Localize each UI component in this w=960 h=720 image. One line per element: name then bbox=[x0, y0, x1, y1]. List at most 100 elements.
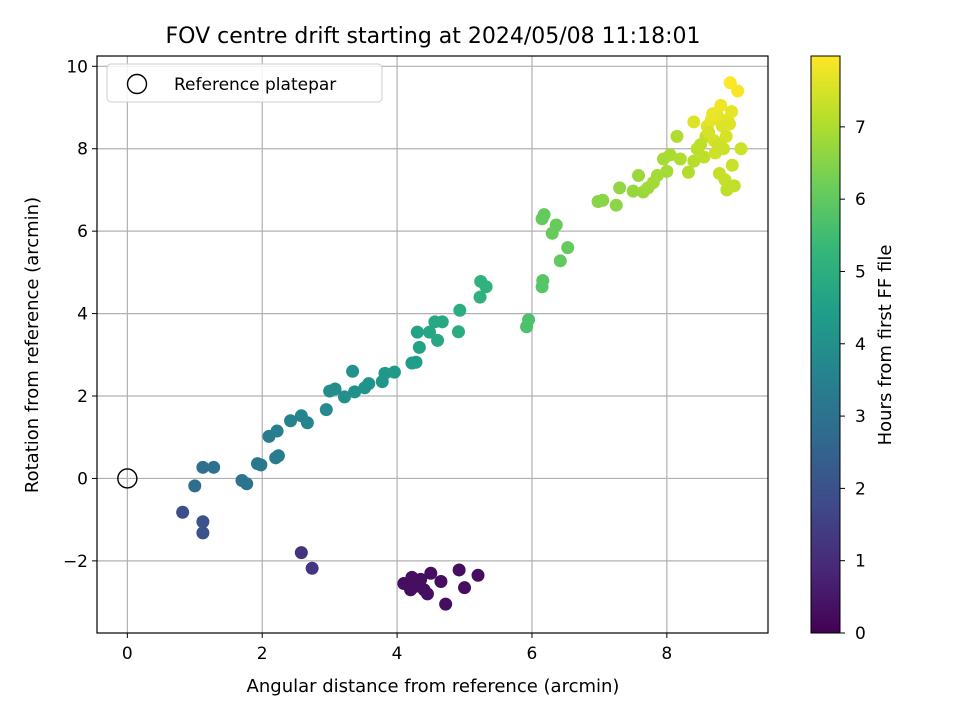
data-point bbox=[687, 154, 701, 168]
legend: Reference platepar bbox=[106, 63, 383, 103]
data-point bbox=[387, 365, 401, 379]
data-point bbox=[632, 169, 646, 183]
data-point bbox=[561, 241, 575, 255]
reference-marker bbox=[117, 468, 138, 489]
legend-marker bbox=[126, 73, 148, 95]
data-point bbox=[305, 561, 319, 575]
y-axis-ticks: −2 0 2 4 6 8 10 bbox=[63, 57, 97, 572]
data-point bbox=[196, 460, 210, 474]
data-point bbox=[663, 148, 677, 162]
data-point bbox=[196, 526, 210, 540]
data-point bbox=[626, 184, 640, 198]
data-point bbox=[176, 505, 190, 519]
data-point bbox=[271, 449, 285, 463]
data-point bbox=[673, 152, 687, 166]
data-point bbox=[727, 179, 741, 193]
data-point bbox=[362, 377, 376, 391]
data-point bbox=[687, 115, 701, 129]
data-point bbox=[471, 568, 485, 582]
data-point bbox=[553, 254, 567, 268]
colorbar-tick-label: 1 bbox=[855, 552, 866, 572]
legend-entry: Reference platepar bbox=[174, 75, 336, 95]
data-point bbox=[270, 424, 284, 438]
y-tick-label: 4 bbox=[77, 305, 88, 325]
colorbar-tick-label: 0 bbox=[855, 624, 866, 644]
data-points bbox=[176, 76, 748, 611]
data-point bbox=[328, 382, 342, 396]
y-tick-label: 0 bbox=[77, 469, 88, 489]
data-point bbox=[346, 364, 360, 378]
y-tick-label: 10 bbox=[66, 57, 88, 77]
x-tick-label: 2 bbox=[257, 644, 268, 664]
y-tick-label: 6 bbox=[77, 222, 88, 242]
data-point bbox=[537, 208, 551, 222]
data-point bbox=[670, 129, 684, 143]
data-point bbox=[196, 515, 210, 529]
data-point bbox=[188, 479, 202, 493]
y-tick-label: −2 bbox=[63, 552, 88, 572]
data-point bbox=[424, 566, 438, 580]
y-tick-label: 2 bbox=[77, 387, 88, 407]
data-point bbox=[706, 107, 720, 121]
data-point bbox=[294, 546, 308, 560]
data-point bbox=[613, 181, 627, 195]
data-point bbox=[434, 574, 448, 588]
data-point bbox=[453, 303, 467, 317]
y-tick-label: 8 bbox=[77, 140, 88, 160]
data-point bbox=[479, 280, 493, 294]
data-point bbox=[410, 574, 424, 588]
data-point bbox=[348, 385, 362, 399]
colorbar-tick-label: 6 bbox=[855, 190, 866, 210]
grid-lines bbox=[97, 56, 768, 633]
data-point bbox=[240, 477, 254, 491]
x-axis-ticks: 0 2 4 6 8 bbox=[122, 633, 672, 664]
data-point bbox=[458, 581, 472, 595]
data-point bbox=[422, 325, 436, 339]
data-point bbox=[536, 274, 550, 288]
data-point bbox=[300, 416, 314, 430]
colorbar-ticks: 0 1 2 3 4 5 6 7 bbox=[840, 118, 866, 644]
data-point bbox=[284, 414, 298, 428]
data-point bbox=[378, 366, 392, 380]
data-point bbox=[439, 597, 453, 611]
data-point bbox=[714, 98, 728, 112]
x-tick-label: 0 bbox=[122, 644, 133, 664]
data-point bbox=[725, 105, 739, 119]
legend-box bbox=[106, 63, 383, 103]
data-point bbox=[660, 164, 674, 178]
data-point bbox=[420, 587, 434, 601]
colorbar-tick-label: 4 bbox=[855, 335, 866, 355]
reference-point bbox=[117, 468, 138, 489]
colorbar-tick-label: 3 bbox=[855, 407, 866, 427]
data-point bbox=[522, 313, 536, 327]
data-point bbox=[207, 460, 221, 474]
data-point bbox=[319, 403, 333, 417]
data-point bbox=[452, 563, 466, 577]
data-point bbox=[723, 117, 737, 131]
data-point bbox=[435, 315, 449, 329]
data-point bbox=[731, 84, 745, 98]
data-point bbox=[410, 325, 424, 339]
data-point bbox=[409, 355, 423, 369]
data-point bbox=[337, 390, 351, 404]
data-point bbox=[725, 158, 739, 172]
plot-frame bbox=[96, 55, 769, 634]
x-axis-label: Angular distance from reference (arcmin) bbox=[247, 676, 620, 697]
data-point bbox=[473, 290, 487, 304]
colorbar-tick-label: 2 bbox=[855, 479, 866, 499]
x-tick-label: 8 bbox=[661, 644, 672, 664]
y-axis-label: Rotation from reference (arcmin) bbox=[22, 197, 43, 493]
data-point bbox=[609, 198, 623, 212]
chart-title: FOV centre drift starting at 2024/05/08 … bbox=[166, 24, 701, 49]
data-point bbox=[549, 218, 563, 232]
data-point bbox=[734, 142, 748, 156]
data-point bbox=[716, 142, 730, 156]
data-point bbox=[681, 165, 695, 179]
colorbar-tick-label: 5 bbox=[855, 262, 866, 282]
data-point bbox=[412, 340, 426, 354]
colorbar-label: Hours from first FF file bbox=[875, 245, 896, 446]
x-tick-label: 4 bbox=[392, 644, 403, 664]
data-point bbox=[451, 325, 465, 339]
data-point bbox=[431, 333, 445, 347]
